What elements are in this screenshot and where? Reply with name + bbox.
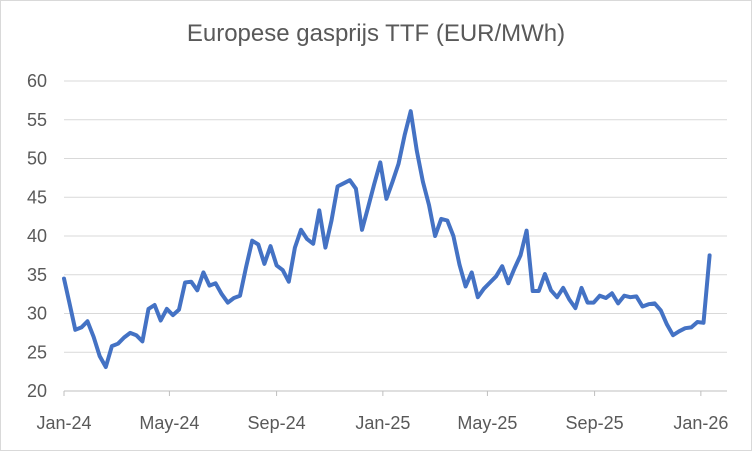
- series: [62, 109, 712, 369]
- y-tick-label: 25: [27, 342, 47, 362]
- x-tick-label: Jan-24: [36, 413, 91, 433]
- x-axis-labels: Jan-24 May-24 Sep-24 Jan-25 May-25 Sep-25 Jan-…: [36, 413, 728, 433]
- y-tick-label: 45: [27, 187, 47, 207]
- y-tick-label: 50: [27, 149, 47, 169]
- y-tick-label: 35: [27, 265, 47, 285]
- x-tick-label: May-25: [457, 413, 517, 433]
- x-axis: [63, 390, 727, 396]
- x-tick-label: Jan-25: [355, 413, 410, 433]
- y-tick-label: 55: [27, 110, 47, 130]
- x-tick-label: Sep-24: [248, 413, 306, 433]
- y-tick-label: 20: [27, 381, 47, 401]
- y-tick-label: 30: [27, 304, 47, 324]
- y-tick-label: 60: [27, 71, 47, 91]
- series-line: [62, 109, 712, 369]
- x-tick-label: Sep-25: [566, 413, 624, 433]
- x-tick-label: May-24: [139, 413, 199, 433]
- chart-title: Europese gasprijs TTF (EUR/MWh): [186, 20, 566, 47]
- y-tick-label: 40: [27, 226, 47, 246]
- x-tick-label: Jan-26: [673, 413, 728, 433]
- y-axis: 20 25 30 35 40 45 50 55 60: [27, 71, 47, 401]
